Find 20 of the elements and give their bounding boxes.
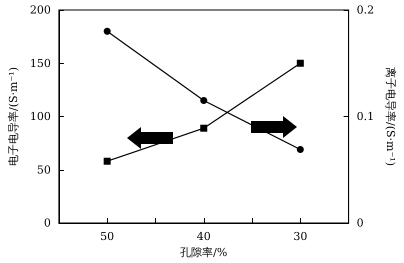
- y2-tick-label: 0.2: [356, 4, 374, 16]
- point: [200, 97, 208, 104]
- y-tick-label: 50: [36, 163, 51, 176]
- y2-axis-title: 离子电导率/(S·m⁻¹): [384, 67, 397, 166]
- x-tick-label: 50: [100, 230, 114, 243]
- y-tick-label: 100: [30, 110, 51, 123]
- y-axis-title: 电子电导率/(S·m⁻¹): [7, 67, 20, 166]
- y-tick-label: 200: [30, 4, 51, 16]
- point: [104, 158, 111, 165]
- point: [296, 60, 304, 67]
- point: [200, 124, 208, 132]
- x-axis-title: 孔隙率/%: [180, 246, 228, 259]
- x-tick-label: 30: [293, 230, 308, 243]
- y2-tick-label: 0.1: [356, 110, 374, 123]
- y-tick-label: 150: [30, 56, 51, 70]
- x-tick-label: 40: [196, 230, 211, 243]
- point: [296, 146, 304, 154]
- point: [104, 28, 111, 35]
- y-tick-label: 0: [44, 216, 51, 230]
- y2-tick-label: 0: [356, 216, 364, 230]
